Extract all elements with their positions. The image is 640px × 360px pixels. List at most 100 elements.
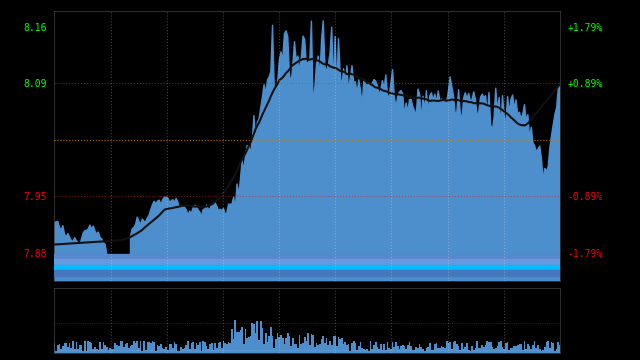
Bar — [328, 345, 329, 353]
Bar — [68, 343, 70, 353]
Bar — [226, 344, 228, 353]
Bar — [287, 333, 289, 353]
Bar — [212, 350, 214, 353]
Bar — [439, 348, 441, 353]
Bar — [518, 344, 520, 353]
Bar — [544, 347, 546, 353]
Bar — [165, 347, 167, 353]
Bar — [304, 337, 305, 353]
Bar — [368, 351, 370, 353]
Bar — [77, 348, 79, 353]
Bar — [296, 344, 297, 353]
Bar — [365, 350, 366, 353]
Bar — [525, 349, 527, 353]
Bar — [67, 347, 68, 353]
Bar — [309, 345, 310, 353]
Bar — [419, 344, 420, 353]
Bar — [221, 348, 223, 353]
Bar — [255, 333, 257, 353]
Bar — [54, 254, 560, 259]
Bar — [162, 348, 163, 353]
Bar — [225, 343, 226, 353]
Bar — [194, 349, 196, 353]
Bar — [353, 341, 355, 353]
Bar — [59, 344, 60, 353]
Bar — [542, 351, 544, 353]
Bar — [81, 346, 83, 353]
Bar — [199, 342, 201, 353]
Bar — [284, 344, 285, 353]
Bar — [205, 346, 207, 353]
Bar — [348, 344, 349, 353]
Bar — [415, 347, 417, 353]
Bar — [341, 338, 342, 353]
Bar — [138, 348, 140, 353]
Bar — [84, 341, 86, 353]
Bar — [294, 344, 296, 353]
Bar — [177, 351, 179, 353]
Bar — [83, 351, 84, 353]
Bar — [385, 350, 387, 353]
Bar — [441, 346, 442, 353]
Bar — [252, 323, 253, 353]
Bar — [123, 347, 125, 353]
Bar — [76, 342, 77, 353]
Bar — [532, 345, 534, 353]
Bar — [201, 351, 202, 353]
Bar — [404, 346, 405, 353]
Bar — [508, 350, 510, 353]
Bar — [410, 346, 412, 353]
Bar — [478, 347, 479, 353]
Bar — [387, 342, 388, 353]
Bar — [260, 320, 262, 353]
Bar — [307, 333, 309, 353]
Bar — [344, 342, 346, 353]
Bar — [541, 351, 542, 353]
Bar — [209, 344, 211, 353]
Bar — [234, 320, 236, 353]
Bar — [216, 348, 218, 353]
Bar — [291, 346, 292, 353]
Bar — [366, 348, 368, 353]
Bar — [265, 333, 267, 353]
Bar — [102, 342, 104, 353]
Bar — [402, 345, 404, 353]
Bar — [434, 344, 436, 353]
Bar — [170, 344, 172, 353]
Bar — [145, 350, 147, 353]
Bar — [373, 345, 375, 353]
Bar — [333, 336, 334, 353]
Bar — [452, 342, 454, 353]
Bar — [550, 342, 552, 353]
Bar — [285, 338, 287, 353]
Bar — [378, 349, 380, 353]
Bar — [72, 341, 74, 353]
Bar — [503, 350, 505, 353]
Bar — [118, 346, 120, 353]
Bar — [321, 339, 323, 353]
Bar — [187, 341, 189, 353]
Bar — [276, 333, 278, 353]
Bar — [371, 350, 373, 353]
Bar — [196, 343, 197, 353]
Text: sina.com: sina.com — [504, 264, 542, 273]
Bar — [109, 348, 111, 353]
Bar — [141, 351, 143, 353]
Bar — [437, 348, 439, 353]
Bar — [57, 345, 59, 353]
Bar — [167, 350, 168, 353]
Bar — [268, 336, 270, 353]
Bar — [241, 327, 243, 353]
Bar — [388, 348, 390, 353]
Bar — [280, 335, 282, 353]
Bar — [513, 346, 515, 353]
Bar — [446, 341, 447, 353]
Bar — [263, 344, 265, 353]
Bar — [534, 341, 536, 353]
Bar — [336, 346, 338, 353]
Bar — [483, 347, 484, 353]
Bar — [86, 351, 88, 353]
Bar — [329, 341, 331, 353]
Bar — [420, 347, 422, 353]
Bar — [392, 342, 394, 353]
